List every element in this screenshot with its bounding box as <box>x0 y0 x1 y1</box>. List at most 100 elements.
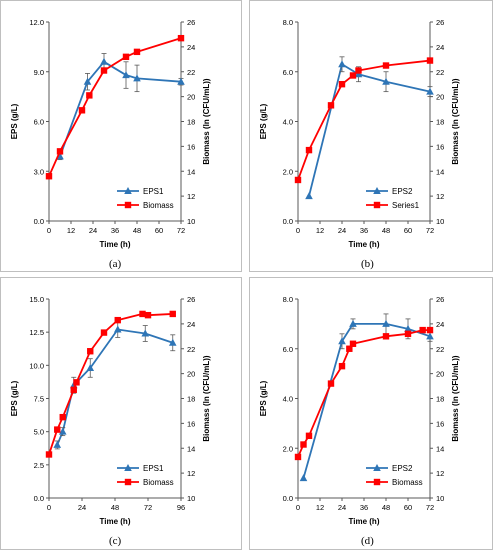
legend-marker <box>373 464 381 471</box>
data-point <box>139 310 146 318</box>
data-point <box>114 316 121 324</box>
x-tick-label: 96 <box>177 503 185 512</box>
y2-tick-label: 22 <box>436 345 444 354</box>
y-tick-label: 2.0 <box>283 444 293 453</box>
x-tick-label: 0 <box>296 503 300 512</box>
data-point <box>133 48 141 56</box>
chart-panel-c: 0 24 48 72 96 0.0 2.5 5.0 7.5 10.0 12.5 15.0 10 12 14 1… <box>0 277 242 550</box>
data-point <box>168 338 177 346</box>
data-point <box>294 453 302 461</box>
series-line <box>297 59 431 181</box>
data-point <box>299 474 308 482</box>
data-point <box>305 192 313 200</box>
data-point <box>70 386 77 393</box>
y2-tick-label: 12 <box>436 469 444 478</box>
y2-tick-label: 14 <box>187 167 195 176</box>
panel-label-b: (b) <box>361 258 374 270</box>
data-point <box>100 57 108 65</box>
data-point <box>338 337 346 345</box>
data-point <box>87 348 94 355</box>
y2-axis-title: Biomass (ln (CFU/mL)) <box>202 355 211 442</box>
data-point <box>144 311 152 319</box>
y-tick-label: 12.0 <box>29 18 44 27</box>
data-point <box>419 326 426 334</box>
x-tick-label: 24 <box>338 226 346 235</box>
data-point <box>133 74 141 82</box>
y-tick-label: 4.0 <box>283 118 293 127</box>
y-tick-label: 5.0 <box>34 428 44 437</box>
x-tick-label: 12 <box>316 503 324 512</box>
data-point <box>86 92 93 99</box>
data-point <box>349 72 357 79</box>
y2-tick-label: 10 <box>187 217 195 226</box>
data-point <box>338 362 346 370</box>
x-tick-label: 48 <box>382 226 390 235</box>
data-point <box>100 329 108 336</box>
legend-marker <box>124 201 132 209</box>
chart-panel-a: 0 12 24 36 48 60 72 0.0 3.0 6.0 9.0 12.0 10 12 14 16 18 2… <box>0 0 242 272</box>
data-point <box>349 319 357 327</box>
data-point <box>382 333 390 340</box>
legend-marker <box>124 187 132 194</box>
y-tick-label: 0.0 <box>34 217 44 226</box>
chart-panel-d: 0 12 24 36 48 60 72 0.0 2.0 4.0 6.0 8.0 10 12 14 16 18 20… <box>249 277 493 550</box>
x-tick-label: 72 <box>144 503 152 512</box>
x-tick-label: 36 <box>111 226 119 235</box>
y-tick-label: 6.0 <box>34 118 44 127</box>
data-point <box>113 325 122 333</box>
x-tick-label: 72 <box>177 226 185 235</box>
chart-a: 0 12 24 36 48 60 72 0.0 3.0 6.0 9.0 12.0 10 12 14 16 18 2… <box>10 18 211 249</box>
x-tick-label: 24 <box>338 503 346 512</box>
data-point <box>177 77 185 85</box>
data-point <box>100 67 108 74</box>
data-point <box>169 310 176 318</box>
x-tick-label: 60 <box>404 226 412 235</box>
data-point <box>382 62 390 69</box>
y-axis-title: EPS (g/L) <box>10 380 19 416</box>
y2-tick-label: 16 <box>436 419 444 428</box>
x-tick-label: 0 <box>47 226 51 235</box>
x-tick-label: 48 <box>111 503 119 512</box>
legend-label: EPS1 <box>143 187 164 196</box>
y2-tick-label: 18 <box>187 118 195 127</box>
x-axis-title: Time (h) <box>349 517 380 526</box>
series-line <box>297 329 430 458</box>
data-point <box>58 427 67 435</box>
data-point <box>338 60 346 68</box>
data-point <box>404 330 412 338</box>
legend-label: EPS1 <box>143 464 164 473</box>
legend-marker <box>124 464 132 471</box>
y-tick-label: 0.0 <box>283 494 293 503</box>
x-tick-label: 0 <box>296 226 300 235</box>
data-point <box>426 332 434 340</box>
y-tick-label: 0.0 <box>283 217 293 226</box>
legend-label: EPS2 <box>392 187 413 196</box>
series-line <box>48 37 182 177</box>
x-tick-label: 60 <box>404 503 412 512</box>
y2-tick-label: 26 <box>436 295 444 304</box>
y2-tick-label: 22 <box>187 68 195 77</box>
data-point <box>354 70 363 78</box>
data-point <box>382 77 390 85</box>
data-point <box>45 451 53 458</box>
legend-label: Series1 <box>392 201 420 210</box>
data-point <box>305 432 313 440</box>
y-tick-label: 15.0 <box>29 295 44 304</box>
legend-label: Biomass <box>143 201 174 210</box>
y2-tick-label: 10 <box>187 494 195 503</box>
x-tick-label: 36 <box>360 226 368 235</box>
chart-b: 0 12 24 36 48 60 72 0.0 2.0 4.0 6.0 8.0 10 12 14 16 18 20… <box>259 18 460 249</box>
legend-marker <box>373 187 381 194</box>
series-line <box>48 313 173 455</box>
panel-label-a: (a) <box>109 258 122 270</box>
y2-tick-label: 26 <box>436 18 444 27</box>
x-tick-label: 60 <box>155 226 163 235</box>
data-point <box>349 340 357 347</box>
y-tick-label: 3.0 <box>34 167 44 176</box>
data-point <box>56 148 64 155</box>
data-point <box>53 440 62 448</box>
y-axis-title: EPS (g/L) <box>259 380 268 416</box>
data-point <box>300 441 307 448</box>
data-point <box>177 34 185 42</box>
y-tick-label: 6.0 <box>283 345 293 354</box>
